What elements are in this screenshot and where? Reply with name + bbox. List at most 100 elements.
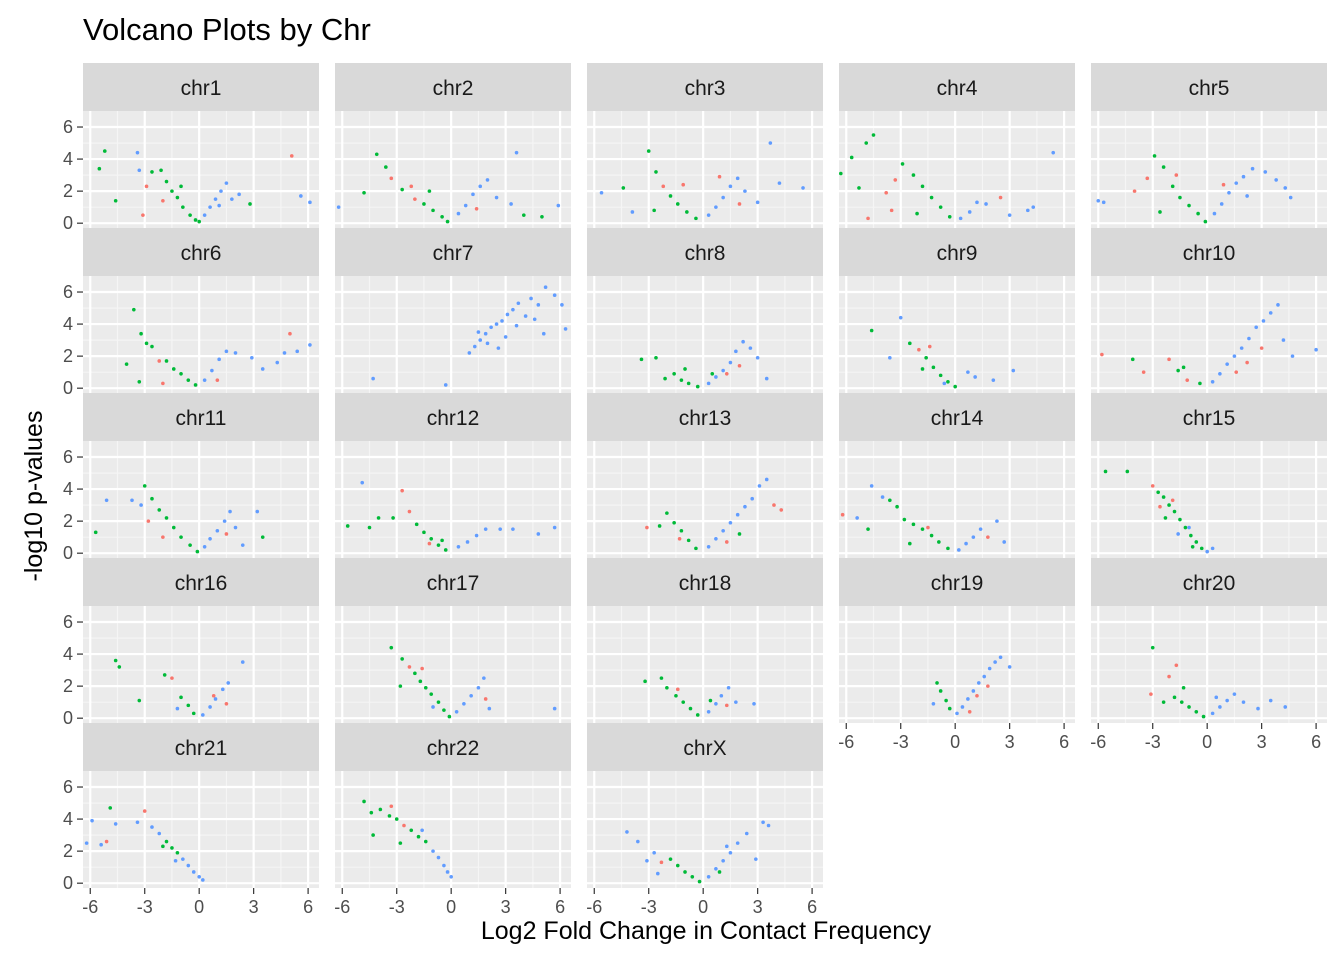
data-point	[681, 700, 686, 704]
data-point	[908, 541, 912, 546]
data-point	[436, 543, 441, 547]
data-point	[764, 477, 769, 482]
data-point	[556, 203, 561, 208]
data-point	[282, 351, 287, 355]
data-point	[224, 349, 229, 354]
data-point	[646, 149, 651, 153]
data-point	[144, 341, 149, 346]
facet-strip	[83, 228, 319, 276]
data-point	[93, 530, 98, 535]
data-point	[1227, 190, 1231, 195]
facet-strip	[1091, 393, 1327, 441]
facet-strip	[839, 393, 1075, 441]
panel-chr18: chr18	[587, 558, 823, 723]
facet-strip	[587, 228, 823, 276]
data-point	[476, 330, 481, 334]
data-point	[179, 695, 183, 700]
data-point	[871, 133, 876, 137]
facet-label: chr5	[1189, 77, 1230, 100]
data-point	[639, 357, 644, 362]
facet-strip	[839, 558, 1075, 606]
data-point	[467, 351, 472, 355]
facet-strip	[587, 558, 823, 606]
facet-strip	[839, 63, 1075, 111]
x-tick-label: 3	[753, 897, 763, 917]
data-point	[880, 495, 885, 499]
data-point	[360, 480, 365, 485]
panel-background	[839, 441, 1075, 558]
data-point	[801, 186, 805, 190]
data-point	[973, 375, 977, 379]
data-point	[1190, 544, 1195, 549]
panel-background	[83, 111, 319, 228]
data-point	[362, 799, 366, 804]
data-point	[1263, 170, 1268, 174]
facet-label: chr10	[1183, 242, 1236, 265]
data-point	[135, 150, 140, 155]
data-point	[144, 184, 149, 189]
x-tick-label: 6	[555, 897, 565, 917]
data-point	[657, 524, 662, 528]
data-point	[402, 823, 406, 828]
data-point	[1161, 700, 1166, 704]
data-point	[150, 825, 154, 829]
y-tick-label: 6	[63, 117, 73, 137]
data-point	[159, 168, 163, 173]
data-point	[967, 709, 972, 714]
data-point	[230, 197, 234, 201]
data-point	[260, 367, 265, 371]
data-point	[1096, 198, 1101, 203]
data-point	[991, 378, 996, 382]
data-point	[1161, 495, 1166, 499]
data-point	[931, 365, 936, 370]
data-point	[686, 381, 691, 386]
facet-strip	[1091, 63, 1327, 111]
data-point	[636, 839, 640, 844]
data-point	[102, 149, 107, 153]
panel-background	[83, 441, 319, 558]
data-point	[228, 509, 232, 514]
data-point	[213, 197, 218, 201]
data-point	[1218, 705, 1222, 709]
data-point	[683, 870, 687, 874]
data-point	[536, 532, 541, 536]
data-point	[1268, 698, 1273, 703]
data-point	[99, 842, 103, 847]
facet-label: chr12	[427, 407, 480, 430]
data-point	[900, 162, 905, 166]
data-point	[522, 213, 526, 217]
data-point	[1225, 362, 1229, 366]
data-point	[563, 327, 568, 331]
x-tick-label: 6	[1311, 732, 1321, 752]
data-point	[1194, 540, 1199, 544]
panel-background	[839, 276, 1075, 393]
data-point	[139, 331, 143, 336]
facet-strip	[83, 723, 319, 771]
data-point	[920, 527, 925, 531]
panel-chr14: chr14	[839, 393, 1075, 558]
data-point	[552, 293, 557, 298]
y-tick-label: 4	[63, 149, 73, 169]
data-point	[113, 198, 118, 203]
data-point	[1290, 354, 1295, 358]
data-point	[371, 833, 375, 837]
data-point	[1219, 202, 1224, 206]
data-point	[728, 184, 733, 189]
data-point	[186, 863, 191, 868]
data-point	[714, 701, 718, 706]
data-point	[750, 496, 754, 501]
data-point	[532, 317, 537, 322]
data-point	[233, 351, 238, 355]
facet-label: chr18	[679, 572, 732, 595]
data-point	[986, 535, 990, 539]
data-point	[208, 705, 212, 709]
data-point	[407, 665, 412, 669]
x-tick-label: 0	[194, 897, 204, 917]
data-point	[672, 371, 676, 376]
data-point	[652, 208, 656, 213]
data-point	[543, 285, 548, 290]
data-point	[717, 174, 722, 179]
data-point	[1170, 498, 1175, 503]
data-point	[724, 844, 729, 849]
data-point	[946, 546, 950, 551]
